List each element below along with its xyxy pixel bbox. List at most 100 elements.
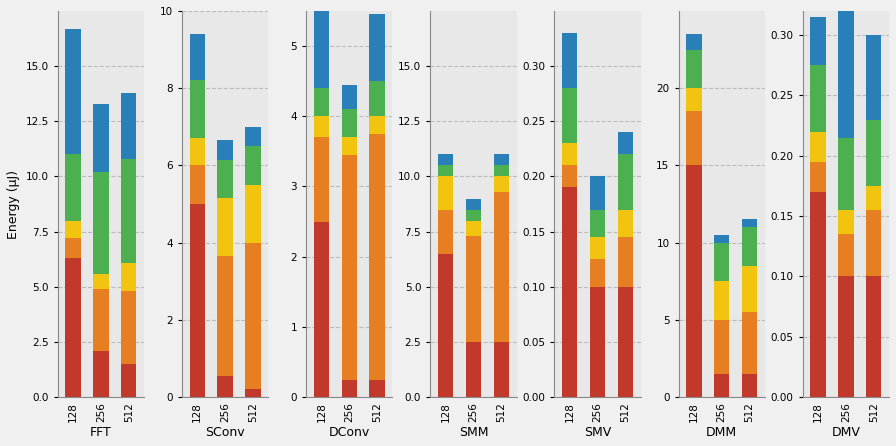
X-axis label: DMV: DMV — [831, 426, 860, 439]
Bar — [93, 273, 108, 289]
Bar — [590, 210, 605, 237]
Bar — [714, 243, 729, 281]
Bar — [65, 154, 81, 221]
Bar — [314, 88, 329, 116]
Bar — [686, 88, 702, 112]
Bar — [218, 140, 233, 160]
Bar — [686, 165, 702, 397]
Bar — [438, 154, 453, 165]
Bar — [714, 374, 729, 397]
Bar — [686, 34, 702, 50]
Bar — [314, 11, 329, 88]
Bar — [121, 93, 136, 159]
X-axis label: SConv: SConv — [205, 426, 245, 439]
Bar — [810, 162, 826, 192]
Bar — [190, 80, 205, 138]
Bar — [369, 116, 384, 134]
Bar — [341, 155, 357, 380]
Bar — [617, 132, 633, 154]
X-axis label: SMM: SMM — [459, 426, 488, 439]
Bar — [190, 165, 205, 204]
Bar — [190, 138, 205, 165]
Bar — [810, 65, 826, 132]
Bar — [494, 192, 509, 342]
Bar — [494, 154, 509, 165]
Bar — [190, 204, 205, 397]
Bar — [562, 33, 577, 88]
Bar — [466, 210, 481, 221]
X-axis label: DMM: DMM — [706, 426, 737, 439]
X-axis label: SMV: SMV — [584, 426, 611, 439]
Bar — [562, 143, 577, 165]
Bar — [246, 389, 261, 397]
Bar — [810, 132, 826, 162]
Bar — [839, 210, 854, 234]
Bar — [218, 376, 233, 397]
Bar — [246, 146, 261, 185]
Bar — [466, 342, 481, 397]
Bar — [438, 210, 453, 254]
Bar — [369, 14, 384, 81]
Bar — [121, 263, 136, 291]
Bar — [65, 258, 81, 397]
Bar — [65, 238, 81, 258]
Bar — [369, 134, 384, 380]
Bar — [93, 289, 108, 351]
Bar — [714, 320, 729, 374]
Bar — [466, 198, 481, 210]
Bar — [93, 103, 108, 172]
Bar — [714, 281, 729, 320]
Bar — [714, 235, 729, 243]
Bar — [562, 187, 577, 397]
Bar — [866, 35, 882, 120]
Bar — [218, 256, 233, 376]
Bar — [866, 210, 882, 277]
Bar — [617, 154, 633, 210]
Bar — [742, 266, 757, 312]
Bar — [617, 287, 633, 397]
Bar — [341, 380, 357, 397]
Bar — [93, 172, 108, 273]
Bar — [494, 165, 509, 177]
Bar — [314, 116, 329, 137]
Bar — [810, 192, 826, 397]
Bar — [438, 177, 453, 210]
Bar — [742, 227, 757, 266]
Bar — [246, 185, 261, 243]
Bar — [218, 198, 233, 256]
Bar — [866, 120, 882, 186]
Bar — [341, 137, 357, 155]
Bar — [314, 137, 329, 222]
Bar — [93, 351, 108, 397]
Bar — [494, 342, 509, 397]
Bar — [218, 160, 233, 198]
Bar — [617, 237, 633, 287]
Bar — [466, 221, 481, 236]
Bar — [590, 287, 605, 397]
Bar — [617, 210, 633, 237]
Bar — [590, 259, 605, 287]
Bar — [686, 112, 702, 165]
Bar — [190, 34, 205, 80]
Bar — [65, 29, 81, 154]
Bar — [810, 17, 826, 65]
Bar — [466, 236, 481, 342]
Bar — [121, 159, 136, 263]
Bar — [866, 186, 882, 210]
Bar — [839, 0, 854, 138]
Bar — [590, 237, 605, 259]
Bar — [839, 234, 854, 277]
Bar — [866, 277, 882, 397]
Bar — [742, 374, 757, 397]
Y-axis label: Energy (μJ): Energy (μJ) — [7, 169, 20, 239]
Bar — [121, 291, 136, 364]
Bar — [839, 277, 854, 397]
Bar — [341, 109, 357, 137]
Bar — [742, 219, 757, 227]
Bar — [246, 243, 261, 389]
Bar — [314, 222, 329, 397]
Bar — [742, 312, 757, 374]
Bar — [562, 165, 577, 187]
Bar — [590, 177, 605, 210]
Bar — [438, 165, 453, 177]
